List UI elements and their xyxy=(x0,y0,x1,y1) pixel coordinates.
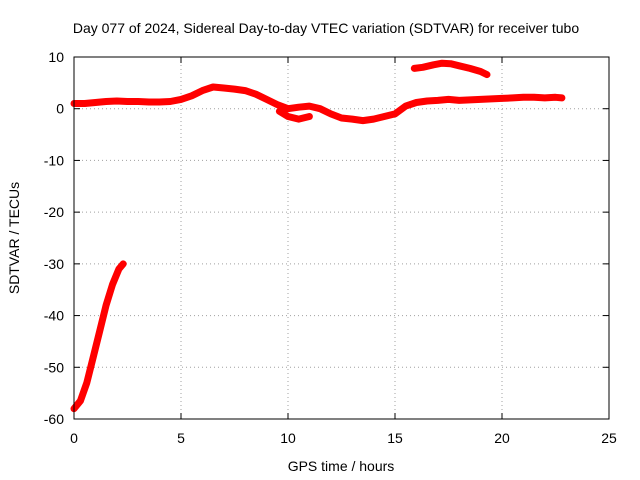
series-main xyxy=(70,83,566,125)
x-tick-labels: 0 5 10 15 20 25 xyxy=(70,430,617,446)
x-tick-label: 5 xyxy=(177,430,185,446)
x-axis-label: GPS time / hours xyxy=(288,458,395,474)
y-tick-label: -50 xyxy=(44,359,64,375)
data-series xyxy=(70,59,566,413)
y-axis-label: SDTVAR / TECUs xyxy=(6,182,22,294)
plot-frame xyxy=(73,56,610,420)
chart-title: Day 077 of 2024, Sidereal Day-to-day VTE… xyxy=(73,20,580,36)
y-tick-label: -20 xyxy=(44,204,64,220)
x-tick-label: 15 xyxy=(387,430,403,446)
y-tick-label: -60 xyxy=(44,411,64,427)
series-drop xyxy=(70,260,127,413)
y-tick-labels: -60 -50 -40 -30 -20 -10 0 10 xyxy=(44,49,64,427)
y-tick-label: -40 xyxy=(44,308,64,324)
x-tick-label: 0 xyxy=(70,430,78,446)
x-tick-label: 20 xyxy=(494,430,510,446)
series-upper xyxy=(410,59,491,79)
x-tick-label: 25 xyxy=(601,430,617,446)
x-tick-label: 10 xyxy=(280,430,296,446)
axis-ticks xyxy=(73,56,610,420)
y-tick-label: -10 xyxy=(44,152,64,168)
y-tick-label: -30 xyxy=(44,256,64,272)
y-tick-label: 0 xyxy=(56,101,64,117)
series-dip xyxy=(275,107,313,123)
grid xyxy=(74,57,609,419)
y-tick-label: 10 xyxy=(48,49,64,65)
